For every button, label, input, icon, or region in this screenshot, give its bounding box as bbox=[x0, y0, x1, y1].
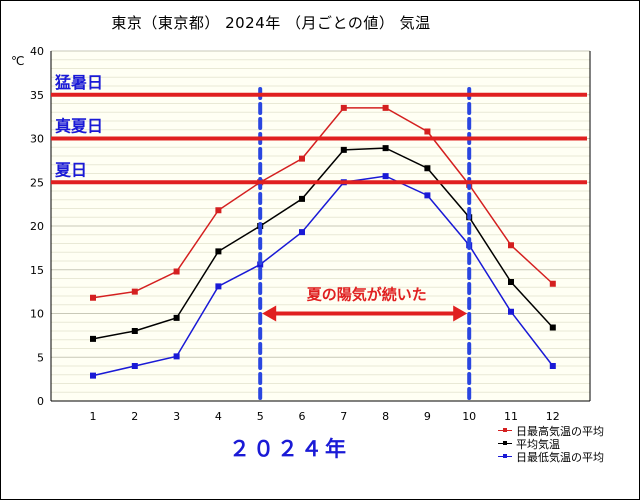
reference-label: 猛暑日 bbox=[54, 73, 103, 92]
data-point bbox=[424, 128, 431, 135]
data-point bbox=[215, 207, 222, 214]
series-line bbox=[92, 175, 554, 377]
period-arrow-head-right bbox=[453, 305, 468, 322]
series-line bbox=[92, 147, 554, 340]
data-point bbox=[340, 146, 347, 153]
data-point bbox=[508, 242, 514, 249]
legend-swatch bbox=[498, 439, 512, 448]
data-point bbox=[90, 372, 96, 379]
y-tick-label: 0 bbox=[37, 395, 44, 408]
x-tick-label: 8 bbox=[382, 410, 389, 423]
data-point bbox=[131, 363, 138, 369]
y-tick-label: 15 bbox=[30, 264, 44, 277]
y-tick-label: 35 bbox=[30, 89, 44, 102]
legend-label: 日最高気温の平均 bbox=[516, 424, 604, 438]
x-tick-label: 3 bbox=[173, 410, 180, 423]
data-point bbox=[90, 294, 96, 301]
legend-swatch bbox=[498, 426, 512, 435]
data-point bbox=[508, 308, 514, 315]
data-point bbox=[382, 173, 389, 180]
data-point bbox=[424, 192, 431, 199]
legend-item: 日最低気温の平均 bbox=[498, 450, 604, 464]
data-point bbox=[382, 104, 389, 111]
data-point bbox=[549, 280, 556, 287]
data-point bbox=[549, 324, 556, 331]
data-point bbox=[215, 248, 222, 255]
y-tick-label: 20 bbox=[30, 220, 44, 233]
x-tick-label: 11 bbox=[504, 410, 518, 423]
data-point bbox=[340, 104, 347, 111]
x-tick-label: 9 bbox=[424, 410, 431, 423]
data-point bbox=[90, 335, 96, 342]
reference-label: 夏日 bbox=[54, 160, 87, 179]
series-line bbox=[92, 107, 554, 299]
year-label: ２０２４年 bbox=[229, 437, 349, 461]
chart-title: 東京（東京都） 2024年 （月ごとの値） 気温 bbox=[111, 14, 431, 32]
data-point bbox=[382, 145, 389, 152]
data-point bbox=[215, 283, 222, 290]
y-tick-label: 25 bbox=[30, 176, 44, 189]
legend-swatch bbox=[498, 452, 512, 461]
y-tick-label: 5 bbox=[37, 351, 44, 364]
reference-label: 真夏日 bbox=[55, 117, 103, 136]
data-point bbox=[299, 195, 305, 202]
data-point bbox=[131, 328, 138, 334]
data-point bbox=[131, 288, 138, 295]
data-point bbox=[173, 314, 180, 321]
x-tick-label: 4 bbox=[215, 410, 222, 423]
y-tick-label: 40 bbox=[30, 45, 44, 58]
legend-label: 日最低気温の平均 bbox=[516, 450, 604, 464]
y-axis-unit: ℃ bbox=[11, 54, 24, 68]
data-point bbox=[173, 353, 180, 360]
data-point bbox=[299, 155, 305, 162]
x-tick-label: 6 bbox=[299, 410, 306, 423]
y-tick-label: 30 bbox=[30, 133, 44, 146]
x-tick-label: 10 bbox=[462, 410, 476, 423]
legend-item: 日最高気温の平均 bbox=[498, 424, 604, 438]
data-point bbox=[508, 279, 514, 285]
period-arrow-head-left bbox=[262, 305, 277, 322]
x-tick-label: 7 bbox=[340, 410, 347, 423]
data-point bbox=[299, 229, 305, 236]
y-tick-label: 10 bbox=[30, 308, 44, 321]
x-tick-label: 2 bbox=[131, 410, 138, 423]
data-point bbox=[549, 363, 556, 369]
x-tick-label: 1 bbox=[90, 410, 97, 423]
data-point bbox=[173, 268, 180, 275]
legend-label: 平均気温 bbox=[516, 437, 560, 451]
x-tick-label: 12 bbox=[546, 410, 560, 423]
legend-item: 平均気温 bbox=[498, 437, 604, 451]
legend: 日最高気温の平均 平均気温 日最低気温の平均 bbox=[498, 424, 604, 464]
period-annotation: 夏の陽気が続いた bbox=[306, 286, 427, 304]
x-tick-label: 5 bbox=[257, 410, 264, 423]
data-point bbox=[424, 165, 431, 172]
